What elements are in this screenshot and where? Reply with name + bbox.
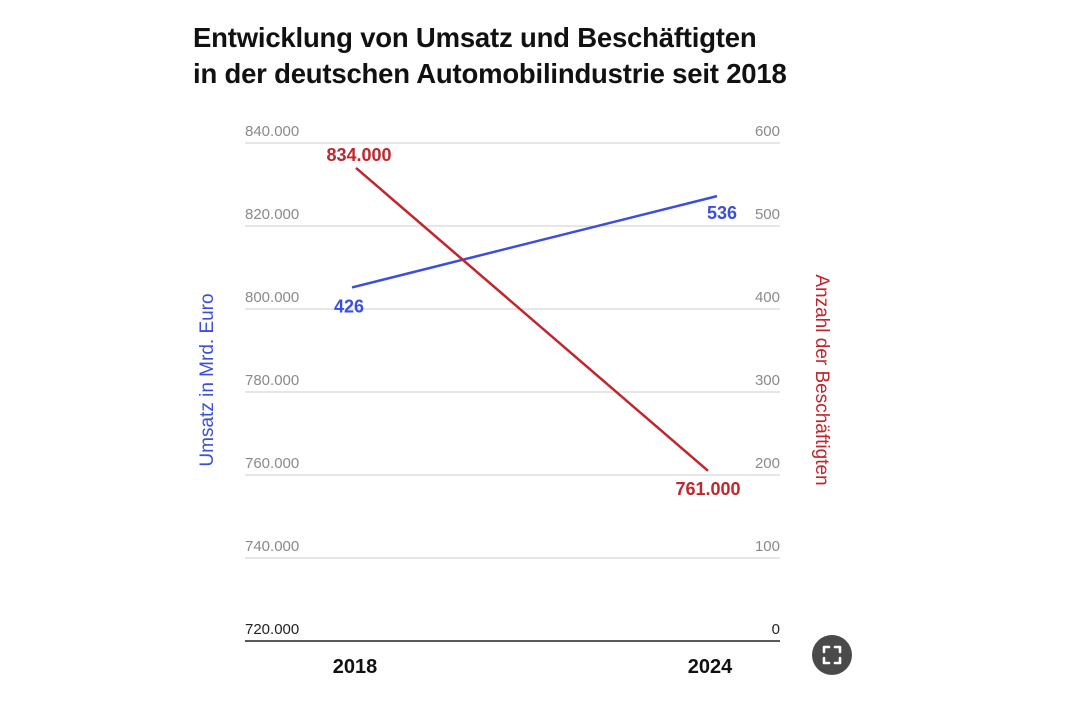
left-tick-label: 760.000 <box>245 455 299 472</box>
umsatz-data-label: 536 <box>707 203 737 223</box>
right-tick-label: 500 <box>755 206 780 223</box>
right-tick-label: 300 <box>755 372 780 389</box>
chart-title-line-2: in der deutschen Automobilindustrie seit… <box>193 58 787 89</box>
right-tick-label: 400 <box>755 289 780 306</box>
right-tick-label: 200 <box>755 455 780 472</box>
fullscreen-icon <box>822 645 842 665</box>
x-tick-label: 2024 <box>688 656 733 678</box>
right-tick-label: 100 <box>755 538 780 555</box>
right-axis-title: Anzahl der Beschäftigten <box>811 274 832 485</box>
left-tick-label: 740.000 <box>245 538 299 555</box>
umsatz-series-line <box>351 194 718 289</box>
x-tick-label: 2018 <box>333 656 378 678</box>
left-axis-title: Umsatz in Mrd. Euro <box>197 293 218 466</box>
umsatz-data-label: 426 <box>334 296 364 316</box>
left-tick-label: 820.000 <box>245 206 299 223</box>
fullscreen-button[interactable] <box>812 635 852 675</box>
left-tick-label: 800.000 <box>245 289 299 306</box>
left-tick-label: 720.000 <box>245 621 299 638</box>
beschaeftigte-series-line <box>355 166 709 472</box>
right-tick-label: 600 <box>755 123 780 140</box>
beschaeftigte-data-label: 761.000 <box>675 479 740 499</box>
left-tick-label: 840.000 <box>245 123 299 140</box>
right-tick-label: 0 <box>772 621 780 638</box>
beschaeftigte-data-label: 834.000 <box>326 145 391 165</box>
chart-title-line-1: Entwicklung von Umsatz und Beschäftigten <box>193 22 757 53</box>
chart-title: Entwicklung von Umsatz und Beschäftigten… <box>193 20 787 92</box>
left-tick-label: 780.000 <box>245 372 299 389</box>
